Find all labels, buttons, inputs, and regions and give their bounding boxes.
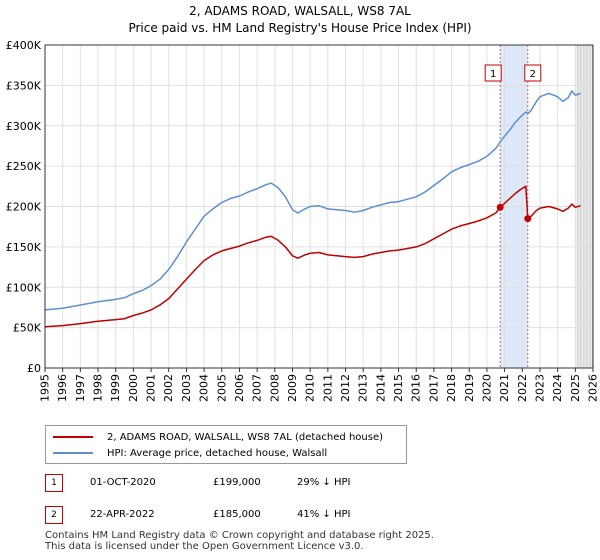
x-tick-label: 2016 bbox=[410, 374, 423, 402]
hpi-line bbox=[44, 90, 581, 311]
x-tick-label: 2002 bbox=[162, 374, 175, 402]
table-row: 2 22-APR-2022 £185,000 41% ↓ HPI bbox=[45, 506, 585, 526]
y-tick-label: £350K bbox=[6, 79, 42, 92]
y-tick-label: £0 bbox=[27, 362, 41, 375]
chart-title: 2, ADAMS ROAD, WALSALL, WS8 7AL bbox=[189, 4, 411, 18]
plot-frame bbox=[44, 44, 594, 369]
x-tick-label: 2011 bbox=[321, 374, 334, 402]
x-tick-label: 2019 bbox=[463, 374, 476, 402]
x-tick-label: 2007 bbox=[251, 374, 264, 402]
sale-label-box bbox=[484, 64, 502, 82]
x-tick-label: 1999 bbox=[109, 374, 122, 402]
x-tick-label: 2025 bbox=[569, 374, 582, 402]
sale-price: £199,000 bbox=[213, 477, 261, 488]
x-tick-label: 1995 bbox=[39, 374, 52, 402]
x-tick-label: 2024 bbox=[551, 374, 564, 402]
sale-date: 01-OCT-2020 bbox=[90, 477, 156, 488]
x-tick-label: 2001 bbox=[145, 374, 158, 402]
x-tick-label: 2018 bbox=[445, 374, 458, 402]
legend-label-property: 2, ADAMS ROAD, WALSALL, WS8 7AL (detache… bbox=[107, 431, 384, 443]
sale-hpi-diff: 29% ↓ HPI bbox=[297, 477, 351, 488]
legend-swatch-property bbox=[53, 436, 93, 438]
x-tick-label: 1996 bbox=[56, 374, 69, 402]
sale-badge: 2 bbox=[45, 506, 63, 524]
x-tick-label: 2014 bbox=[374, 374, 387, 402]
sale-label-box bbox=[524, 64, 542, 82]
sale-price: £185,000 bbox=[213, 509, 261, 520]
y-tick-label: £250K bbox=[6, 160, 42, 173]
x-tick-label: 2006 bbox=[233, 374, 246, 402]
x-tick-label: 2015 bbox=[392, 374, 405, 402]
legend: 2, ADAMS ROAD, WALSALL, WS8 7AL (detache… bbox=[45, 425, 407, 464]
x-tick-label: 2005 bbox=[215, 374, 228, 402]
x-tick-label: 2022 bbox=[516, 374, 529, 402]
legend-label-hpi: HPI: Average price, detached house, Wals… bbox=[107, 447, 328, 459]
sale-hpi-diff: 41% ↓ HPI bbox=[297, 509, 351, 520]
x-tick-label: 2021 bbox=[498, 374, 511, 402]
x-tick-label: 1997 bbox=[74, 374, 87, 402]
chart-subtitle: Price paid vs. HM Land Registry's House … bbox=[128, 21, 472, 35]
x-tick-label: 2008 bbox=[268, 374, 281, 402]
table-row: 1 01-OCT-2020 £199,000 29% ↓ HPI bbox=[45, 474, 585, 494]
sale-point bbox=[496, 203, 504, 211]
x-tick-label: 2004 bbox=[198, 374, 211, 402]
legend-item-hpi: HPI: Average price, detached house, Wals… bbox=[53, 446, 327, 460]
y-tick-label: £150K bbox=[6, 241, 42, 254]
footer: Contains HM Land Registry data © Crown c… bbox=[45, 530, 434, 552]
y-tick-label: £300K bbox=[6, 120, 42, 133]
legend-item-property: 2, ADAMS ROAD, WALSALL, WS8 7AL (detache… bbox=[53, 430, 383, 444]
x-tick-label: 2017 bbox=[427, 374, 440, 402]
sale-label: 1 bbox=[490, 69, 496, 80]
x-tick-label: 2026 bbox=[587, 374, 600, 402]
x-tick-label: 2012 bbox=[339, 374, 352, 402]
x-tick-label: 2000 bbox=[127, 374, 140, 402]
x-tick-label: 2013 bbox=[357, 374, 370, 402]
x-tick-label: 2010 bbox=[304, 374, 317, 402]
sale-date: 22-APR-2022 bbox=[90, 509, 155, 520]
price-chart: 1995 1996 1997 1998 1999 2000 2001 2002 2003 2004… bbox=[6, 39, 600, 402]
x-tick-label: 2020 bbox=[480, 374, 493, 402]
y-tick-label: £100K bbox=[6, 281, 42, 294]
y-tick-label: £400K bbox=[6, 39, 42, 52]
x-tick-label: 2023 bbox=[533, 374, 546, 402]
y-tick-label: £200K bbox=[6, 201, 42, 214]
legend-swatch-hpi bbox=[53, 452, 93, 454]
sale-label: 2 bbox=[530, 69, 536, 80]
x-tick-label: 1998 bbox=[92, 374, 105, 402]
footer-copyright: Contains HM Land Registry data © Crown c… bbox=[45, 530, 434, 541]
x-tick-label: 2009 bbox=[286, 374, 299, 402]
footer-licence: This data is licensed under the Open Gov… bbox=[45, 541, 364, 552]
y-tick-label: £50K bbox=[13, 322, 42, 335]
sale-point bbox=[524, 215, 532, 223]
property-price-line bbox=[44, 185, 581, 328]
x-tick-label: 2003 bbox=[180, 374, 193, 402]
sale-badge: 1 bbox=[45, 474, 63, 492]
